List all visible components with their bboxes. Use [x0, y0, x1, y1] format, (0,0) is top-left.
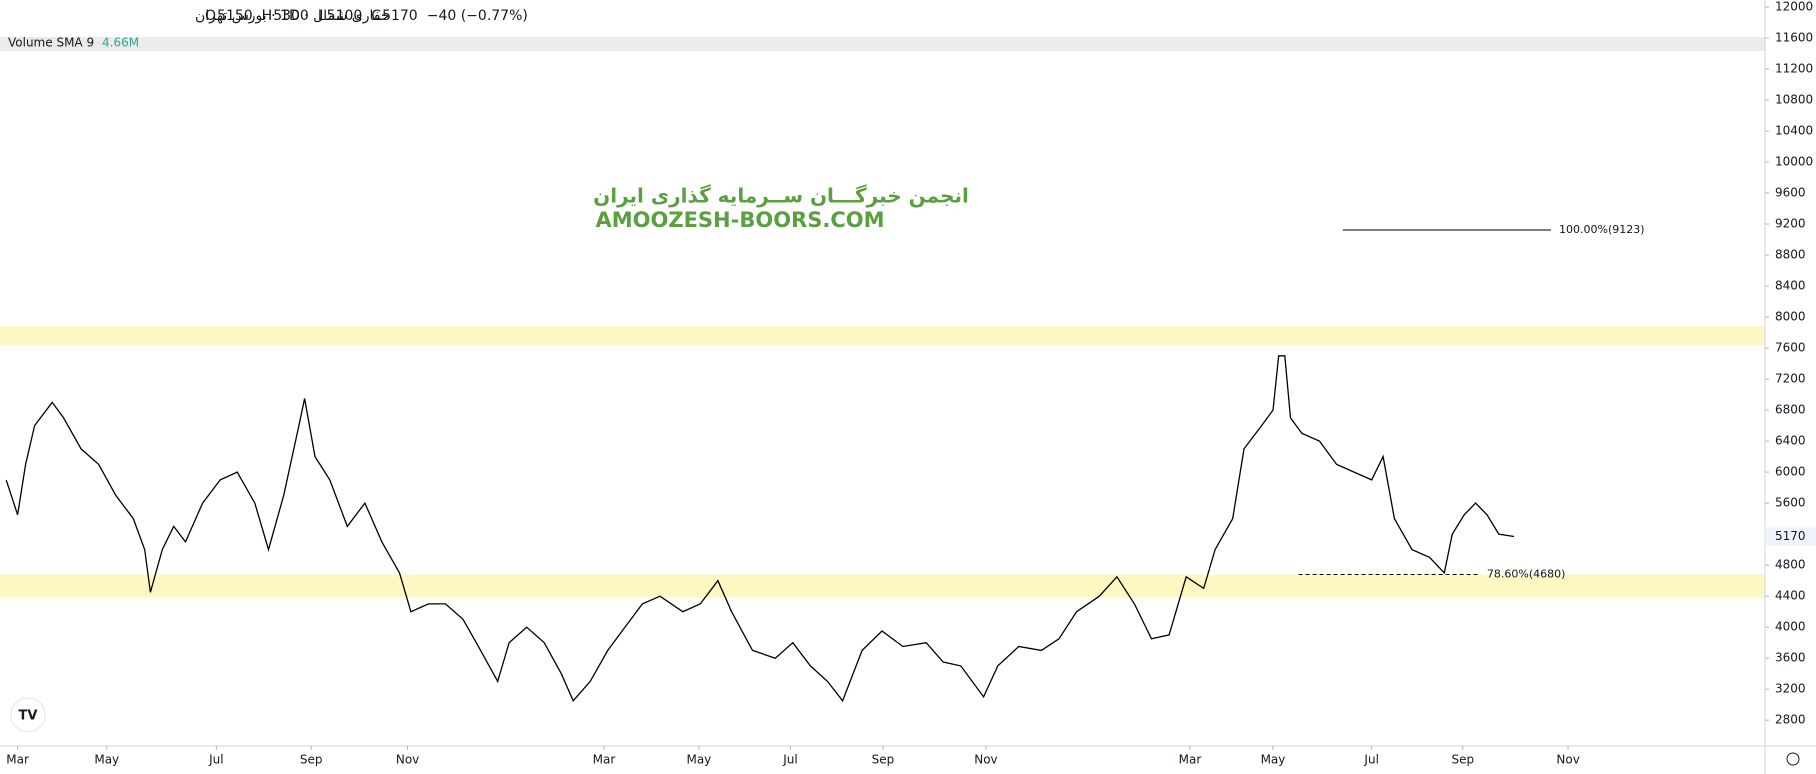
ohlc-value: 5150 [217, 8, 253, 24]
y-tick-label: 9600 [1775, 186, 1806, 200]
y-tick-label: 4400 [1775, 589, 1806, 603]
zone [0, 574, 1765, 598]
plot: 100.00%(9123) 78.60%(4680) [0, 223, 1765, 703]
y-tick-label: 8800 [1775, 248, 1806, 262]
y-tick-label: 8400 [1775, 279, 1806, 293]
x-tick-label: Jul [1363, 753, 1378, 767]
y-tick-label: 7600 [1775, 341, 1806, 355]
y-tick-label: 6400 [1775, 434, 1806, 448]
y-tick-label: 10400 [1775, 124, 1813, 138]
x-tick-label: Nov [974, 753, 997, 767]
x-tick-label: Jul [208, 753, 223, 767]
indicator-name: Volume SMA 9 [8, 36, 94, 50]
zone [0, 326, 1765, 345]
ohlc-key: O [205, 8, 216, 24]
tv-logo: TV [10, 697, 46, 733]
x-tick-label: Mar [6, 753, 29, 767]
y-tick-label: 8000 [1775, 310, 1806, 324]
price-axis-bg [1765, 0, 1816, 774]
x-tick-label: Mar [593, 753, 616, 767]
y-tick-label: 2800 [1775, 713, 1806, 727]
x-tick-label: Sep [1451, 753, 1474, 767]
x-tick-label: May [686, 753, 711, 767]
x-tick-label: Sep [300, 753, 323, 767]
ohlc-key: L [318, 8, 326, 24]
svg-text:TV: TV [19, 709, 38, 724]
symbol: حفاری شمال · 1D · بورس تهران [195, 8, 390, 24]
y-tick-label: 3200 [1775, 682, 1806, 696]
last-price-marker [1766, 527, 1816, 546]
indicator-value: 4.66M [102, 36, 139, 50]
last-price-label: 5170 [1775, 529, 1806, 543]
watermark-fa: انجمن خبرگـــان ســرمایه گذاری ایران [593, 184, 969, 208]
y-tick-label: 9200 [1775, 217, 1806, 231]
indicator-bar [0, 37, 1765, 51]
x-tick-label: Jul [782, 753, 797, 767]
change: −40 (−0.77%) [427, 8, 528, 24]
y-tick-label: 6800 [1775, 403, 1806, 417]
ohlc-value: 5170 [382, 8, 418, 24]
watermark-en: AMOOZESH-BOORS.COM [596, 208, 885, 232]
x-tick-label: May [94, 753, 119, 767]
ohlc-key: H [262, 8, 273, 24]
y-tick-label: 11600 [1775, 30, 1813, 44]
y-tick-label: 4800 [1775, 558, 1806, 572]
y-tick-label: 6000 [1775, 465, 1806, 479]
y-tick-label: 10800 [1775, 93, 1813, 107]
settings-icon[interactable] [1786, 752, 1800, 766]
ohlc-value: 5100 [327, 8, 363, 24]
ohlc-value: 5300 [273, 8, 309, 24]
x-tick-label: Mar [1179, 753, 1202, 767]
y-tick-label: 7200 [1775, 372, 1806, 386]
fib-label: 78.60%(4680) [1487, 567, 1566, 580]
x-tick-label: Nov [1556, 753, 1579, 767]
x-tick-label: May [1261, 753, 1286, 767]
y-tick-label: 12000 [1775, 0, 1813, 13]
y-tick-label: 5600 [1775, 496, 1806, 510]
price-line [5, 355, 1515, 703]
y-tick-label: 4000 [1775, 620, 1806, 634]
x-tick-label: Nov [396, 753, 419, 767]
fib-label: 100.00%(9123) [1559, 223, 1645, 236]
x-tick-label: Sep [872, 753, 895, 767]
y-tick-label: 3600 [1775, 651, 1806, 665]
y-tick-label: 11200 [1775, 61, 1813, 75]
ohlc-key: C [371, 8, 381, 24]
y-tick-label: 10000 [1775, 155, 1813, 169]
